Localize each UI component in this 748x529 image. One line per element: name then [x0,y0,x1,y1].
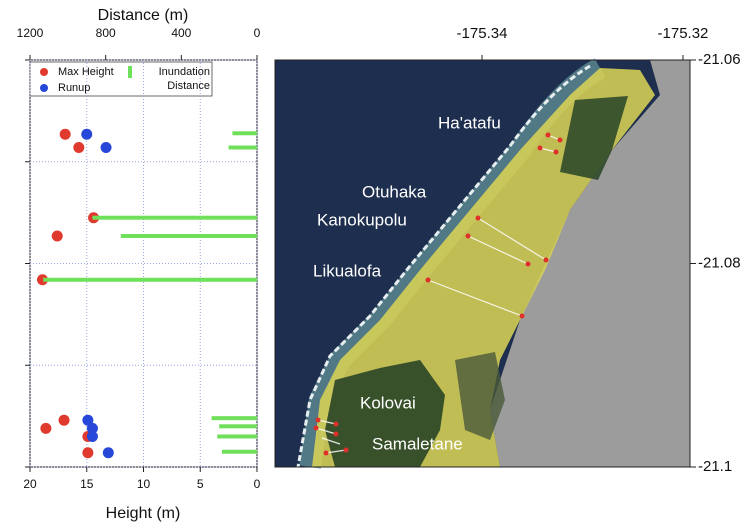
map-label: Likualofa [313,261,382,280]
bar [43,277,257,282]
y-tick-label: -21.08 [698,254,741,271]
point [81,128,93,140]
y-tick-label: -21.06 [698,51,741,68]
x2-tick-label: 1200 [17,26,44,40]
map-label: Ha'atafu [438,113,501,132]
bar [217,434,257,439]
point [100,142,112,154]
map-image [275,58,690,469]
legend-marker [40,84,48,92]
bar [211,416,257,421]
y-tick-label: -21.1 [698,458,732,475]
x2-tick-label: 0 [254,26,261,40]
point [59,128,71,140]
bar [228,145,257,150]
point [58,414,70,426]
map-label: Samaletane [372,434,463,453]
point [40,422,52,434]
x2-tick-label: 800 [96,26,116,40]
bar [222,449,257,454]
x-tick-label: 5 [197,477,204,491]
legend-marker [128,66,132,78]
legend-label: Runup [58,82,90,94]
x-tick-label: -175.32 [658,25,709,42]
legend-label: Max Height [58,66,114,78]
x-tick-label: 0 [254,477,261,491]
x-tick-label: 15 [80,477,94,491]
point [82,447,94,459]
x2-tick-label: 400 [171,26,191,40]
bar [232,131,257,136]
legend-marker [40,68,48,76]
x2-axis-title: Distance (m) [98,7,189,24]
bar [219,424,257,429]
x-tick-label: -175.34 [457,25,508,42]
point [86,422,98,434]
bar [120,234,257,239]
x-tick-label: 10 [137,477,151,491]
legend-label: Inundation Distance [158,66,210,92]
x-axis-title: Height (m) [106,505,181,522]
point [51,230,63,242]
point [86,430,98,442]
map-label: Kanokupolu [317,210,407,229]
map-label: Otuhaka [362,182,427,201]
map-label: Kolovai [360,393,416,412]
point [82,414,94,426]
x-tick-label: 20 [23,477,37,491]
point [73,142,85,154]
point [36,274,48,286]
legend-box [29,61,213,97]
point [102,447,114,459]
bar [92,215,257,220]
